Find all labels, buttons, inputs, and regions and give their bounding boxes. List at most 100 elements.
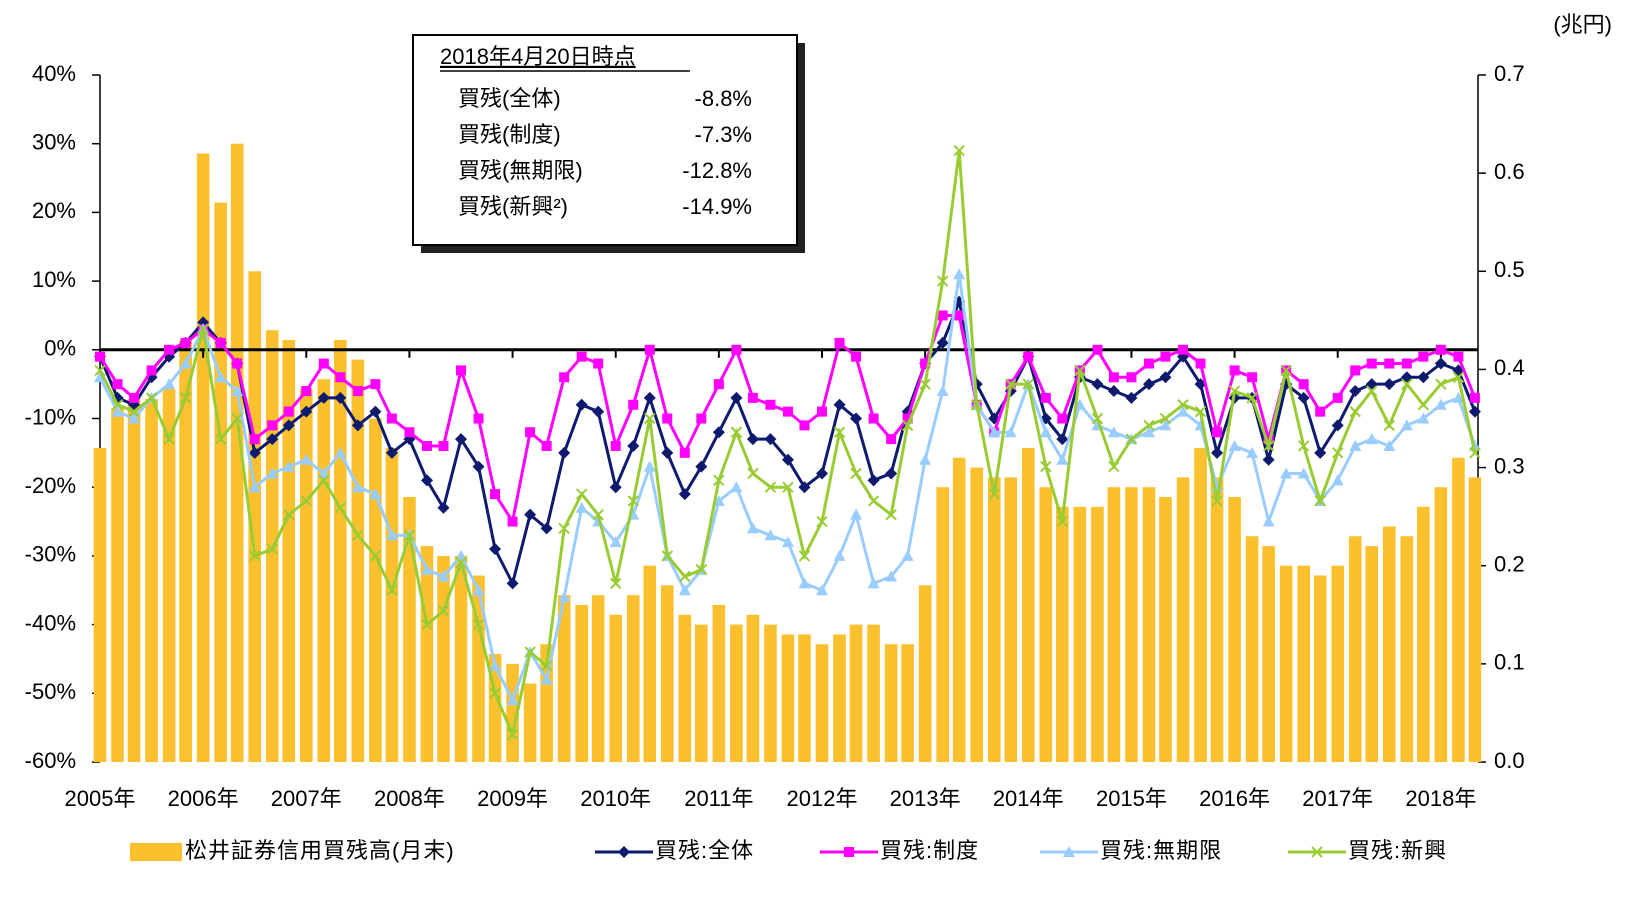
bar	[1056, 506, 1069, 762]
bar	[523, 683, 537, 762]
marker	[541, 440, 552, 451]
marker	[885, 570, 898, 582]
marker	[558, 591, 571, 603]
y2-tick-label: 0.2	[1494, 552, 1525, 577]
marker	[129, 392, 140, 403]
bar	[127, 398, 141, 762]
marker	[816, 584, 829, 596]
bar	[1331, 565, 1345, 762]
bar	[695, 624, 708, 762]
marker	[1056, 453, 1069, 465]
marker	[163, 433, 175, 445]
bar	[454, 555, 468, 762]
marker	[334, 391, 347, 404]
marker	[1143, 419, 1155, 432]
marker	[300, 495, 312, 507]
marker	[781, 536, 794, 548]
marker	[833, 549, 846, 561]
marker	[524, 646, 536, 658]
marker	[781, 453, 794, 466]
bar	[420, 546, 434, 762]
marker	[437, 605, 450, 617]
marker	[1365, 378, 1378, 391]
marker	[730, 426, 743, 438]
marker	[885, 508, 897, 521]
y-tick-label: -40%	[25, 610, 76, 635]
marker	[540, 673, 553, 685]
marker	[1469, 447, 1481, 459]
y2-tick-label: 0.5	[1494, 257, 1525, 282]
marker	[301, 386, 312, 397]
bar	[1417, 506, 1430, 762]
y-tick-label: 10%	[32, 267, 76, 292]
marker	[317, 467, 330, 479]
marker	[1228, 439, 1241, 451]
marker	[472, 584, 485, 596]
bar	[1400, 536, 1414, 762]
bar	[952, 457, 966, 762]
y-tick-label: -30%	[25, 542, 76, 567]
marker	[266, 543, 278, 555]
marker	[385, 446, 398, 459]
marker	[1365, 433, 1378, 445]
marker	[1108, 460, 1120, 473]
marker	[731, 344, 742, 355]
marker	[455, 557, 467, 569]
inset-value: -7.3%	[695, 122, 752, 147]
marker	[1401, 378, 1413, 390]
bar	[1039, 487, 1053, 762]
y-tick-label: -60%	[25, 748, 76, 773]
bar	[369, 418, 382, 762]
marker	[1142, 378, 1155, 391]
marker	[643, 460, 656, 472]
marker	[988, 426, 1001, 438]
marker	[1366, 385, 1378, 397]
legend-label: 買残:全体	[655, 838, 754, 863]
marker	[678, 488, 691, 501]
marker	[936, 385, 949, 397]
bar	[334, 339, 347, 762]
marker	[489, 543, 502, 556]
marker	[1063, 846, 1075, 857]
marker	[1280, 467, 1293, 479]
legend-label: 松井証券信用買残高(月末)	[185, 838, 455, 863]
bar	[1382, 526, 1396, 762]
bar	[317, 379, 331, 762]
marker	[317, 391, 330, 404]
marker	[179, 392, 192, 404]
legend-label: 買残:無期限	[1100, 838, 1222, 863]
marker	[627, 439, 640, 452]
marker	[662, 413, 673, 424]
marker	[661, 550, 673, 562]
marker	[833, 398, 846, 411]
marker	[1297, 440, 1310, 452]
marker	[267, 420, 278, 431]
marker	[747, 392, 758, 403]
marker	[851, 351, 862, 362]
marker	[798, 550, 811, 562]
marker	[747, 467, 759, 480]
marker	[164, 344, 175, 355]
marker	[679, 447, 690, 458]
marker	[1383, 439, 1396, 451]
marker	[1383, 419, 1396, 432]
marker	[1417, 399, 1430, 411]
marker	[249, 550, 261, 562]
marker	[1178, 344, 1189, 355]
marker	[197, 323, 209, 335]
marker	[1091, 378, 1104, 391]
bar	[1142, 487, 1156, 762]
marker	[730, 481, 743, 493]
marker	[421, 618, 433, 631]
marker	[885, 467, 898, 480]
bar	[1107, 487, 1121, 762]
y-tick-label: 40%	[32, 61, 76, 86]
marker	[1435, 378, 1447, 390]
y2-tick-label: 0.1	[1494, 650, 1525, 675]
marker	[540, 660, 553, 672]
marker	[506, 577, 519, 590]
marker	[385, 529, 398, 541]
bar	[385, 447, 399, 762]
bar	[1176, 477, 1190, 762]
